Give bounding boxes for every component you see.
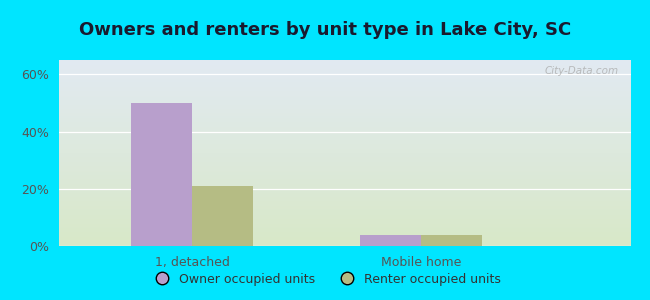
Legend: Owner occupied units, Renter occupied units: Owner occupied units, Renter occupied un… [144, 268, 506, 291]
Bar [192, 186, 253, 246]
Bar [421, 235, 482, 246]
Bar [359, 235, 421, 246]
Text: City-Data.com: City-Data.com [545, 66, 619, 76]
Text: Owners and renters by unit type in Lake City, SC: Owners and renters by unit type in Lake … [79, 21, 571, 39]
Bar [131, 103, 192, 246]
